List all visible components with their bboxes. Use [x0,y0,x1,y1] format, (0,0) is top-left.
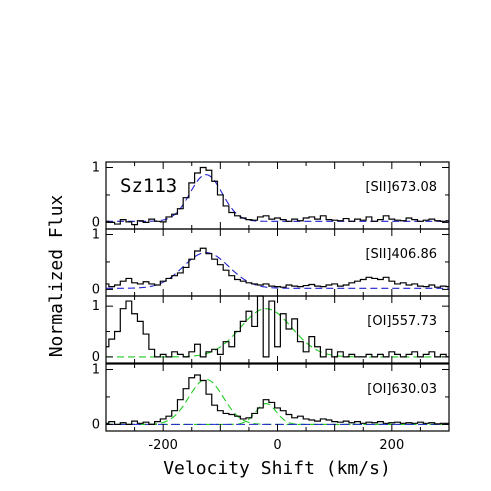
observed-spectrum [106,247,449,288]
object-label: Sz113 [120,175,177,197]
panel-frame [105,295,450,364]
panel-label: [SII]406.86 [365,247,437,262]
x-tick-label: -200 [148,438,178,453]
panels-group: 01[SII]673.0801[SII]406.8601[OI]557.7301… [92,160,450,453]
panel-frame [105,228,450,297]
panel-3: 0 1 [OI]557.73 [92,295,450,365]
panel-2: 0 1 [SII]406.86 [92,227,450,297]
panel-4: 0 1 [OI]630.03 [92,362,450,432]
y-tick-label: 0 [92,282,100,297]
observed-spectrum [106,374,449,426]
panel-label: [SII]673.08 [365,180,437,195]
panel-label: [OI]557.73 [367,314,437,329]
x-tick-label: 200 [379,438,404,453]
y-tick-label: 1 [92,362,100,377]
observed-spectrum [106,295,449,358]
x-tick-label: 0 [273,438,281,453]
y-tick-label: 1 [92,227,100,242]
x-axis-title: Velocity Shift (km/s) [163,458,391,479]
y-tick-label: 1 [92,299,100,314]
y-tick-label: 0 [92,350,100,365]
y-axis-title: Normalized Flux [46,195,67,358]
observed-spectrum [106,166,449,226]
gaussian-fit-curve [106,252,449,289]
y-tick-label: 0 [92,417,100,432]
panel-frame [105,363,450,432]
y-tick-label: 0 [92,215,100,230]
gaussian-fit-curve [106,174,449,222]
panel-label: [OI]630.03 [367,382,437,397]
y-tick-label: 1 [92,160,100,175]
